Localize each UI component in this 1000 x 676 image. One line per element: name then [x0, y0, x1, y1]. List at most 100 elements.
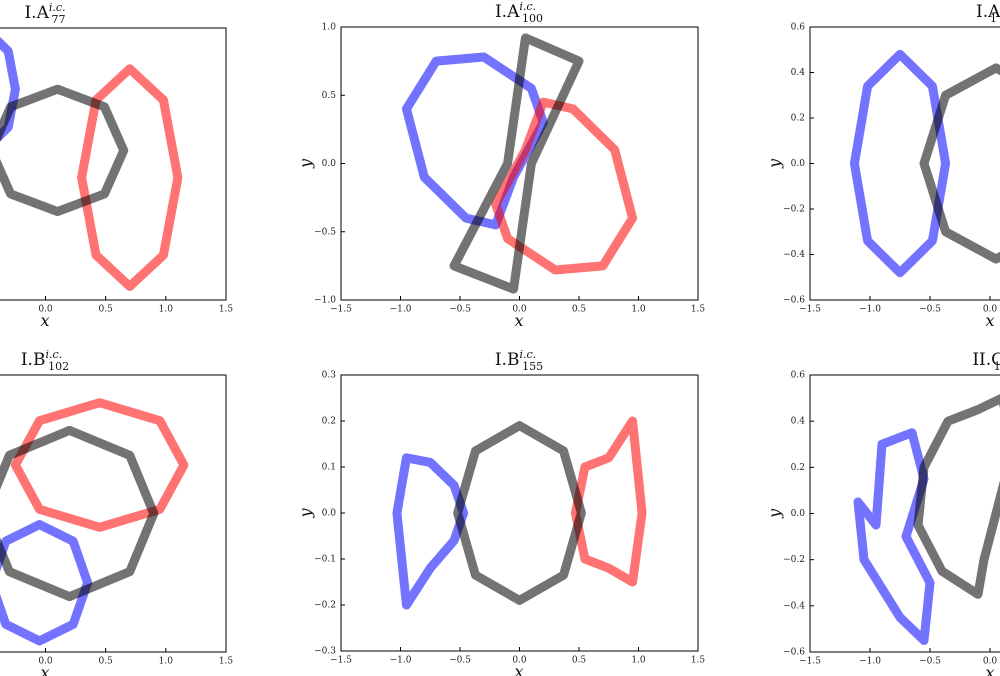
panel-title: II.Ci1 — [972, 348, 1000, 373]
panel: II.Ci1 −1.5 −1.0 −0.5 0.0 −0.6 −0.4 −0.2 0.0 0.2 0… — [765, 348, 1000, 676]
y-tick-label: 0.4 — [791, 68, 806, 78]
x-tick-label: −1.5 — [799, 305, 821, 315]
y-tick-label: −0.6 — [783, 648, 805, 658]
y-tick-label: 0.6 — [791, 371, 806, 381]
title-sup: i.c. — [519, 348, 536, 361]
y-axis-label: y — [296, 158, 315, 169]
y-tick-label: 0.0 — [791, 509, 806, 519]
x-tick-label: 1.0 — [631, 305, 646, 315]
y-tick-label: 0.6 — [791, 23, 806, 33]
panel: I.Ai1 −1.5 −1.0 −0.5 0.0 −0.6 −0.4 −0.2 0.0 0.2 0.… — [765, 0, 1000, 330]
x-tick-label: 0.0 — [512, 305, 527, 315]
y-tick-label: 0.0 — [322, 509, 337, 519]
x-axis-label: x — [985, 311, 994, 330]
title-main: I.B — [495, 350, 520, 370]
x-tick-label: −0.5 — [449, 656, 471, 666]
x-tick-label: −1.5 — [330, 656, 352, 666]
panel-title: I.Ai.c. 100 — [495, 0, 543, 25]
title-sup: i.c. — [519, 0, 536, 13]
plot-frame — [809, 26, 1000, 301]
x-axis-label: x — [985, 663, 994, 676]
panel-title: I.Bi.c. 102 — [21, 348, 69, 373]
title-sub: 77 — [52, 13, 66, 26]
orbit-line — [849, 49, 951, 278]
panel: I.Bi.c. 155 −1.5 −1.0 −0.5 0.0 0.5 1.0 1.5 −0.3 −0… — [296, 348, 705, 676]
y-tick-label: −0.4 — [783, 250, 805, 260]
orbit-line — [0, 425, 159, 602]
title-main: II.C — [972, 350, 1000, 370]
panel-title: I.Ai1 — [976, 0, 1000, 25]
x-tick-label: 0.5 — [99, 657, 114, 667]
y-axis-label: y — [765, 508, 784, 519]
x-tick-label: −1.5 — [330, 305, 352, 315]
orbit-line — [913, 394, 1000, 599]
x-tick-label: 0.0 — [512, 656, 527, 666]
y-tick-label: −0.3 — [314, 647, 336, 657]
panel: I.Ai.c. 77 0.0 0.5 1.0 1.5 x — [0, 1, 233, 330]
x-tick-label: 1.0 — [159, 657, 174, 667]
title-sup: i.c. — [49, 1, 66, 14]
x-tick-label: 0.5 — [99, 305, 114, 315]
x-tick-label: 0.5 — [572, 305, 587, 315]
title-sub: 102 — [48, 360, 69, 373]
orbit-line — [0, 84, 129, 217]
orbit-line — [453, 421, 586, 605]
x-tick-label: 0.5 — [572, 656, 587, 666]
y-tick-label: 0.2 — [791, 463, 805, 473]
x-axis-label: x — [40, 311, 49, 330]
orbit-line — [491, 97, 638, 275]
orbit-line — [449, 33, 584, 294]
orbit-line — [853, 428, 935, 645]
y-tick-label: −0.6 — [783, 296, 805, 306]
x-tick-label: −1.0 — [859, 657, 881, 667]
x-tick-label: 1.0 — [631, 656, 646, 666]
x-tick-label: 0.0 — [983, 657, 998, 667]
orbit-line — [10, 398, 189, 532]
x-tick-label: −1.0 — [390, 656, 412, 666]
y-tick-label: 0.0 — [322, 159, 337, 169]
x-tick-label: 1.5 — [219, 305, 234, 315]
x-tick-label: 1.5 — [691, 305, 706, 315]
y-tick-label: −0.2 — [314, 601, 336, 611]
x-axis-label: x — [514, 311, 523, 330]
x-axis-label: x — [40, 663, 49, 676]
y-tick-label: 0.3 — [322, 371, 337, 381]
title-main: I.A — [24, 3, 49, 23]
title-sub: 100 — [522, 12, 543, 25]
title-sup: i.c. — [45, 348, 62, 361]
x-tick-label: −1.0 — [390, 305, 412, 315]
orbit-line — [919, 63, 1000, 264]
y-axis-label: y — [296, 508, 315, 519]
x-tick-label: 0.0 — [38, 305, 53, 315]
y-axis-label: y — [765, 158, 784, 169]
orbit-line — [77, 64, 183, 291]
panel: I.Ai.c. 100−1.5 −1.0 −0.5 0.0 0.5 1.0 1.5−1.0−0… — [296, 0, 705, 330]
y-tick-label: −0.1 — [314, 555, 336, 565]
y-tick-label: 0.0 — [791, 159, 806, 169]
orbit-line — [392, 453, 469, 610]
title-main: I.B — [21, 350, 46, 370]
orbit-line — [570, 416, 647, 587]
x-tick-label: −0.5 — [919, 657, 941, 667]
panel: I.Bi.c. 102 0.0 0.5 1.0 1.5 x — [0, 348, 233, 676]
y-tick-label: 1.0 — [322, 23, 337, 33]
x-tick-label: 1.5 — [219, 657, 234, 667]
title-main: I.A — [976, 2, 1000, 22]
y-tick-label: −0.4 — [783, 601, 805, 611]
y-tick-label: 0.4 — [791, 417, 806, 427]
x-tick-label: −1.0 — [859, 305, 881, 315]
title-sub: 1 — [990, 12, 997, 25]
title-main: I.A — [495, 2, 520, 22]
y-tick-label: 0.2 — [791, 114, 805, 124]
x-tick-label: 1.5 — [691, 656, 706, 666]
title-sub: 1 — [994, 360, 1000, 373]
plot-frame — [0, 374, 227, 653]
orbit-line — [0, 520, 93, 646]
y-tick-label: 0.2 — [322, 417, 336, 427]
x-tick-label: 0.0 — [38, 657, 53, 667]
x-tick-label: 0.0 — [983, 305, 998, 315]
y-tick-label: 0.1 — [322, 463, 336, 473]
x-tick-label: −0.5 — [919, 305, 941, 315]
panel-title: I.Ai.c. 77 — [24, 1, 65, 26]
